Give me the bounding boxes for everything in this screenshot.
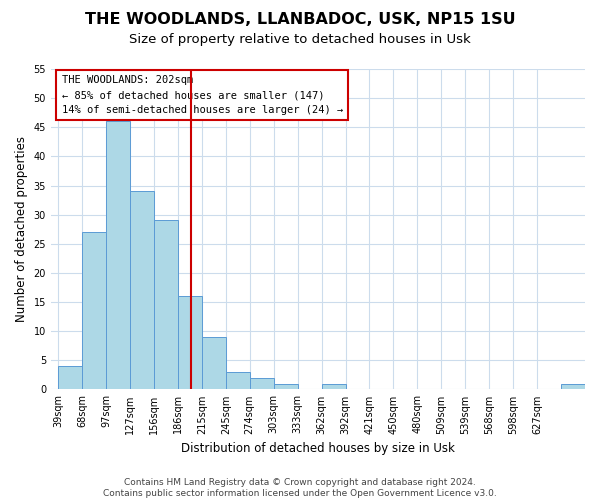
Bar [58, 366, 82, 390]
Bar [322, 384, 346, 390]
Bar [250, 378, 274, 390]
Bar [106, 122, 130, 390]
Bar [130, 192, 154, 390]
Bar [178, 296, 202, 390]
Text: Size of property relative to detached houses in Usk: Size of property relative to detached ho… [129, 32, 471, 46]
Bar [202, 337, 226, 390]
Y-axis label: Number of detached properties: Number of detached properties [15, 136, 28, 322]
Bar [561, 384, 585, 390]
Text: THE WOODLANDS, LLANBADOC, USK, NP15 1SU: THE WOODLANDS, LLANBADOC, USK, NP15 1SU [85, 12, 515, 28]
Text: THE WOODLANDS: 202sqm
← 85% of detached houses are smaller (147)
14% of semi-det: THE WOODLANDS: 202sqm ← 85% of detached … [62, 76, 343, 115]
Text: Contains HM Land Registry data © Crown copyright and database right 2024.
Contai: Contains HM Land Registry data © Crown c… [103, 478, 497, 498]
Bar [226, 372, 250, 390]
Bar [82, 232, 106, 390]
Bar [154, 220, 178, 390]
Bar [274, 384, 298, 390]
X-axis label: Distribution of detached houses by size in Usk: Distribution of detached houses by size … [181, 442, 455, 455]
